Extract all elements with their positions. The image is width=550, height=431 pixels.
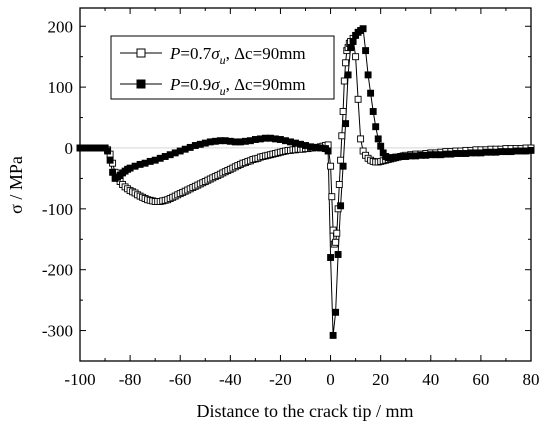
series-2-point bbox=[334, 251, 342, 258]
series-1-point bbox=[338, 132, 346, 140]
legend-2-eq: =0.9 bbox=[180, 75, 211, 94]
series-1-point bbox=[342, 59, 350, 67]
series-1-point bbox=[332, 238, 340, 246]
series-2-point bbox=[104, 147, 112, 155]
series-1-point bbox=[340, 77, 348, 85]
series-markers bbox=[76, 25, 535, 339]
y-tick-label: 0 bbox=[65, 139, 74, 158]
series-1-point bbox=[352, 53, 360, 61]
x-tick-label: -100 bbox=[64, 370, 95, 389]
series-2-point bbox=[369, 108, 377, 115]
series-2-point bbox=[327, 254, 335, 261]
y-tick-label: -100 bbox=[42, 200, 73, 219]
series-2-point bbox=[344, 71, 352, 79]
series-1-point bbox=[333, 229, 341, 237]
series-2-point bbox=[106, 156, 114, 164]
legend-2-sigma: σ bbox=[211, 75, 220, 94]
series-1-point bbox=[327, 162, 335, 170]
series-2-point bbox=[329, 331, 337, 339]
legend-2-p: P bbox=[169, 75, 180, 94]
legend-label-1: P=0.7σu, Δc=90mm bbox=[169, 44, 306, 67]
series-1-point bbox=[354, 95, 362, 103]
series-2-point bbox=[324, 147, 332, 155]
series-2-point bbox=[374, 135, 382, 143]
series-2-point bbox=[359, 25, 367, 33]
x-tick-label: -60 bbox=[169, 370, 192, 389]
series-1-point bbox=[339, 108, 347, 115]
legend: P=0.7σu, Δc=90mm P=0.9σu, Δc=90mm bbox=[110, 35, 335, 100]
legend-marker-1 bbox=[136, 48, 146, 58]
legend-box bbox=[110, 35, 335, 100]
series-1-point bbox=[337, 156, 345, 164]
y-tick-label: 100 bbox=[48, 78, 74, 97]
x-axis-title: Distance to the crack tip / mm bbox=[197, 401, 414, 421]
legend-1-rest: , Δc=90mm bbox=[226, 44, 306, 63]
series-2-point bbox=[372, 123, 380, 131]
legend-2-rest: , Δc=90mm bbox=[226, 75, 306, 94]
y-tick-label: -300 bbox=[42, 322, 73, 341]
series-2-point bbox=[377, 142, 385, 150]
series-2-point bbox=[364, 71, 372, 79]
x-axis-ticks: -100 -80 -60 -40 -20 0 20 40 60 80 bbox=[64, 8, 540, 389]
x-tick-label: 20 bbox=[372, 370, 389, 389]
series-2-point bbox=[347, 44, 355, 52]
legend-1-eq: =0.7 bbox=[180, 44, 211, 63]
series-2-point bbox=[332, 308, 340, 316]
series-1-point bbox=[357, 135, 365, 143]
series-2-point bbox=[362, 47, 370, 55]
legend-marker-2 bbox=[136, 79, 146, 89]
x-tick-label: 40 bbox=[422, 370, 439, 389]
series-2-point bbox=[339, 162, 347, 170]
x-tick-label: -20 bbox=[269, 370, 292, 389]
x-tick-label: -40 bbox=[219, 370, 242, 389]
series-2-point bbox=[342, 120, 350, 128]
series-1-point bbox=[328, 193, 336, 201]
series-1-point bbox=[335, 181, 343, 188]
series-2-point bbox=[349, 38, 357, 45]
x-tick-label: 80 bbox=[523, 370, 540, 389]
series-2-point bbox=[527, 146, 535, 154]
legend-1-u: u bbox=[220, 53, 226, 67]
y-axis-title: σ / MPa bbox=[6, 156, 26, 214]
legend-1-p: P bbox=[169, 44, 180, 63]
series-2-point bbox=[337, 202, 345, 210]
legend-label-2: P=0.9σu, Δc=90mm bbox=[169, 75, 306, 98]
series-2-point bbox=[367, 89, 375, 97]
x-tick-label: 60 bbox=[472, 370, 489, 389]
x-tick-label: -80 bbox=[119, 370, 142, 389]
x-tick-label: 0 bbox=[326, 370, 335, 389]
y-axis-ticks: -300 -200 -100 0 100 200 bbox=[42, 17, 531, 362]
legend-1-sigma: σ bbox=[211, 44, 220, 63]
y-tick-label: 200 bbox=[48, 17, 74, 36]
legend-2-u: u bbox=[220, 84, 226, 98]
y-tick-label: -200 bbox=[42, 261, 73, 280]
